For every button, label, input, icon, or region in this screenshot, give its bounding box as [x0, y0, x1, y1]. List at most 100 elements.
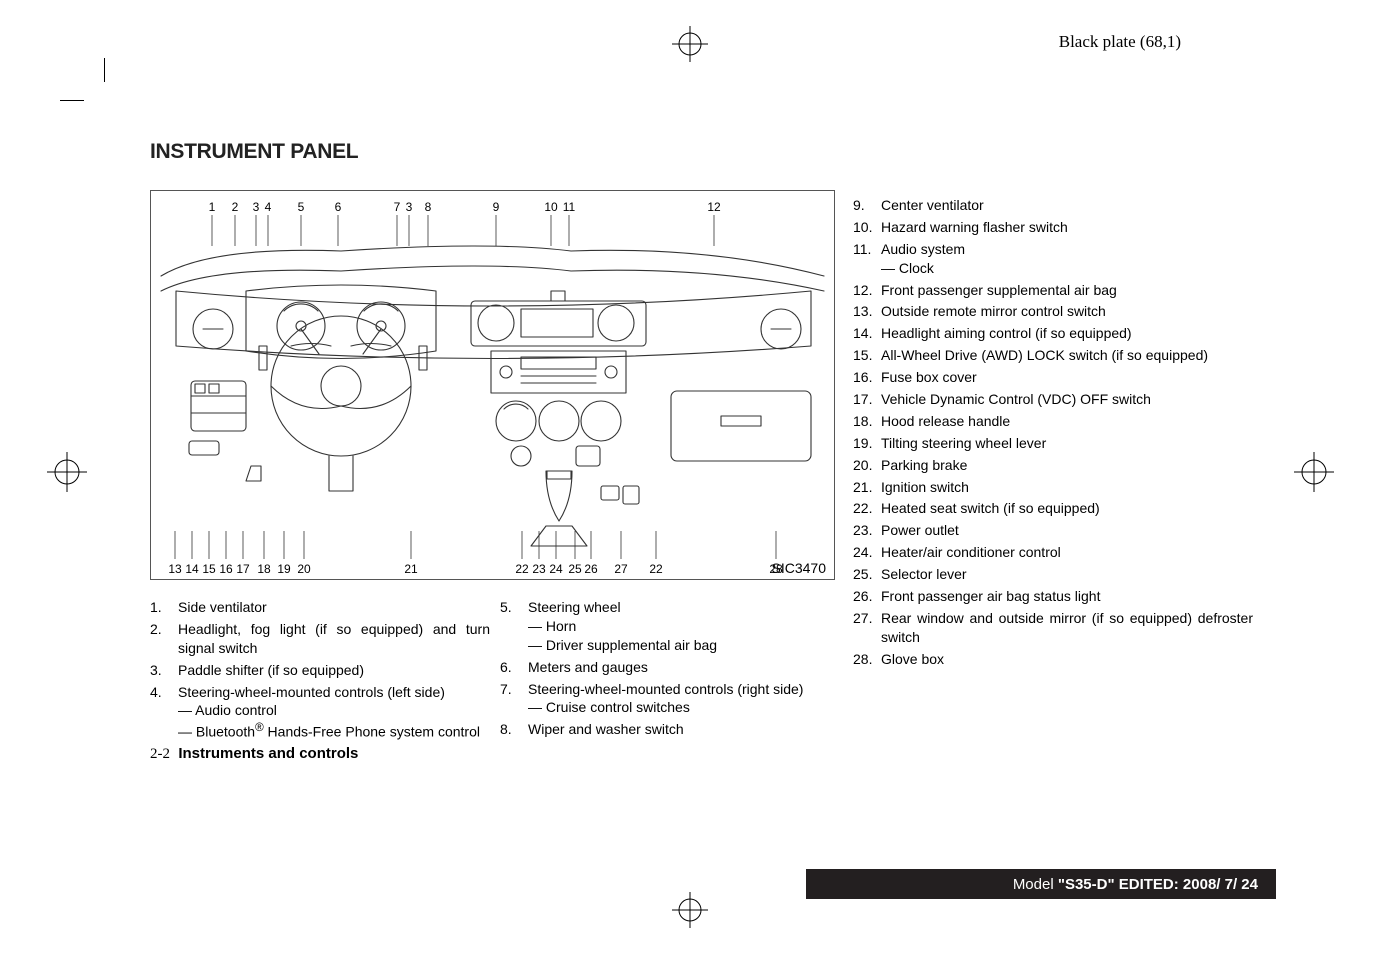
callout-label-top: 4 — [265, 200, 272, 214]
callout-label-bottom: 14 — [185, 562, 199, 576]
list-column-1: 1.Side ventilator2.Headlight, fog light … — [150, 598, 490, 745]
callout-label-top: 6 — [335, 200, 342, 214]
list-item: 10.Hazard warning flasher switch — [853, 218, 1253, 237]
list-text: Side ventilator — [178, 599, 267, 615]
callout-label-bottom: 23 — [532, 562, 546, 576]
list-number: 21. — [853, 478, 881, 497]
list-text: Glove box — [881, 651, 944, 667]
list-subitem: — Horn — [528, 617, 835, 636]
list-number: 22. — [853, 499, 881, 518]
chapter-title: Instruments and controls — [178, 745, 358, 762]
list-number: 7. — [500, 680, 528, 699]
list-number: 25. — [853, 565, 881, 584]
list-text: Front passenger air bag status light — [881, 588, 1100, 604]
list-item: 6.Meters and gauges — [500, 658, 835, 677]
list-text: Meters and gauges — [528, 659, 648, 675]
plate-label: Black plate (68,1) — [1059, 32, 1181, 52]
model-edit-bar: Model "S35-D" EDITED: 2008/ 7/ 24 — [806, 869, 1276, 899]
callout-label-bottom: 27 — [614, 562, 628, 576]
list-item: 20.Parking brake — [853, 456, 1253, 475]
callout-label-top: 7 — [394, 200, 401, 214]
callout-label-top: 11 — [563, 200, 576, 214]
list-number: 14. — [853, 324, 881, 343]
list-number: 10. — [853, 218, 881, 237]
list-item: 14.Headlight aiming control (if so equip… — [853, 324, 1253, 343]
callout-label-top: 8 — [425, 200, 432, 214]
list-number: 1. — [150, 598, 178, 617]
list-column-3: 9.Center ventilator 10.Hazard warning fla… — [853, 196, 1253, 672]
list-number: 13. — [853, 302, 881, 321]
list-item: 22.Heated seat switch (if so equipped) — [853, 499, 1253, 518]
callout-label-bottom: 15 — [202, 562, 216, 576]
list-number: 2. — [150, 620, 178, 639]
callout-label-bottom: 25 — [568, 562, 582, 576]
list-item: 12.Front passenger supplemental air bag — [853, 281, 1253, 300]
list-text: Headlight, fog light (if so equipped) an… — [178, 620, 490, 658]
list-text: Paddle shifter (if so equipped) — [178, 662, 364, 678]
list-number: 24. — [853, 543, 881, 562]
list-text: Steering wheel — [528, 599, 621, 615]
diagram-id: SIC3470 — [772, 560, 827, 576]
list-text: Vehicle Dynamic Control (VDC) OFF switch — [881, 391, 1151, 407]
list-text: Power outlet — [881, 522, 959, 538]
list-text: Center ventilator — [881, 197, 984, 213]
list-item: 27.Rear window and outside mirror (if so… — [853, 609, 1253, 647]
list-number: 3. — [150, 661, 178, 680]
list-number: 6. — [500, 658, 528, 677]
registration-mark-bottom — [670, 890, 710, 930]
list-item: 9.Center ventilator — [853, 196, 1253, 215]
list-item: 2.Headlight, fog light (if so equipped) … — [150, 620, 490, 658]
section-title: INSTRUMENT PANEL — [150, 140, 358, 164]
list-item: 23.Power outlet — [853, 521, 1253, 540]
callout-label-bottom: 13 — [168, 562, 182, 576]
list-number: 16. — [853, 368, 881, 387]
list-text: Audio system — [881, 241, 965, 257]
crop-mark-h — [60, 100, 84, 101]
callout-label-top: 2 — [232, 200, 239, 214]
list-number: 4. — [150, 683, 178, 702]
edit-date: EDITED: 2008/ 7/ 24 — [1115, 876, 1258, 893]
list-text: Hood release handle — [881, 413, 1010, 429]
registration-mark-right — [1292, 450, 1336, 494]
list-item: 13.Outside remote mirror control switch — [853, 302, 1253, 321]
list-text: Outside remote mirror control switch — [881, 303, 1106, 319]
list-number: 23. — [853, 521, 881, 540]
list-number: 5. — [500, 598, 528, 617]
list-item: 1.Side ventilator — [150, 598, 490, 617]
list-text: Tilting steering wheel lever — [881, 435, 1046, 451]
crop-mark-v — [104, 58, 105, 82]
list-number: 15. — [853, 346, 881, 365]
callout-label-bottom: 20 — [297, 562, 311, 576]
list-text: Headlight aiming control (if so equipped… — [881, 325, 1132, 341]
list-text: All-Wheel Drive (AWD) LOCK switch (if so… — [881, 346, 1253, 365]
callout-label-top: 9 — [493, 200, 500, 214]
callout-label-top: 5 — [298, 200, 305, 214]
list-text: Rear window and outside mirror (if so eq… — [881, 609, 1253, 647]
callout-label-top: 3 — [406, 200, 413, 214]
list-item: 21.Ignition switch — [853, 478, 1253, 497]
list-number: 11. — [853, 240, 881, 259]
list-item: 3.Paddle shifter (if so equipped) — [150, 661, 490, 680]
list-number: 17. — [853, 390, 881, 409]
list-item: 16.Fuse box cover — [853, 368, 1253, 387]
list-item: 28.Glove box — [853, 650, 1253, 669]
list-subitem: — Audio control — [178, 701, 490, 720]
page-footer-left: 2-2 Instruments and controls — [150, 745, 358, 763]
registration-mark-top — [670, 24, 710, 64]
list-item: 24.Heater/air conditioner control — [853, 543, 1253, 562]
list-number: 26. — [853, 587, 881, 606]
model-code: "S35-D" — [1058, 876, 1115, 893]
list-item: 19.Tilting steering wheel lever — [853, 434, 1253, 453]
callout-label-top: 10 — [544, 200, 558, 214]
callout-label-top: 3 — [253, 200, 260, 214]
callout-label-bottom: 19 — [277, 562, 291, 576]
list-item: 8.Wiper and washer switch — [500, 720, 835, 739]
list-item: 5.Steering wheel— Horn— Driver supplemen… — [500, 598, 835, 655]
list-number: 18. — [853, 412, 881, 431]
callout-label-bottom: 17 — [236, 562, 250, 576]
callout-label-bottom: 16 — [219, 562, 233, 576]
list-item: 17.Vehicle Dynamic Control (VDC) OFF swi… — [853, 390, 1253, 409]
list-column-2: 5.Steering wheel— Horn— Driver supplemen… — [500, 598, 835, 742]
list-text: Fuse box cover — [881, 369, 977, 385]
callout-label-bottom: 18 — [257, 562, 271, 576]
